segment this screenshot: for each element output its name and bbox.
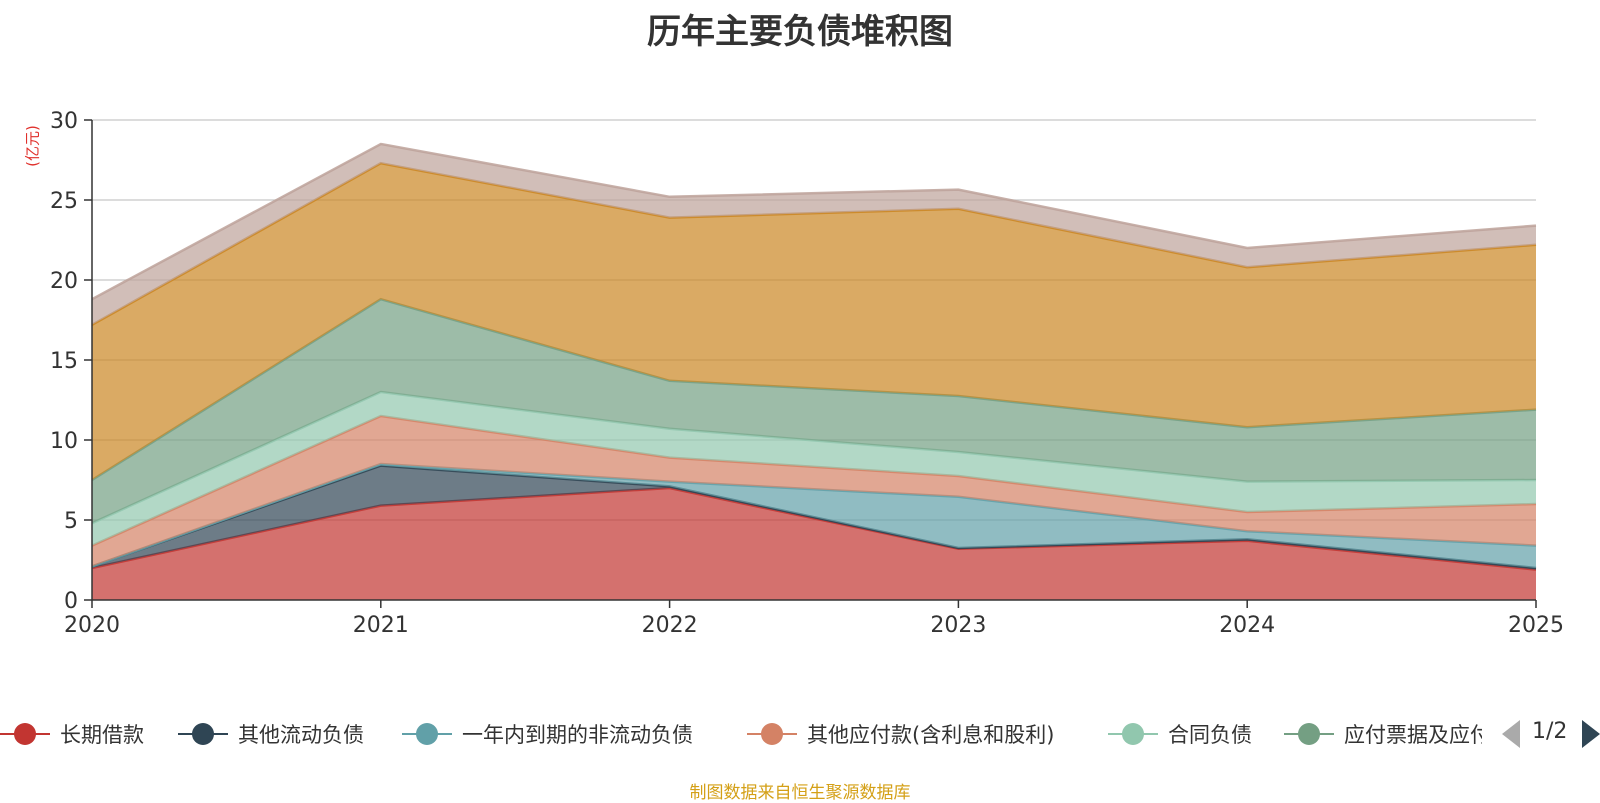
legend-marker-icon: [1284, 721, 1334, 747]
area-series-6: [92, 163, 1536, 480]
legend-marker-icon: [747, 721, 797, 747]
stacked-areas: [91, 142, 1537, 600]
legend-items: 长期借款 其他流动负债 一年内到期的非流动负债 其他应付款(含利息和股利) 合同负债 应付…: [0, 716, 1482, 752]
legend-label: 其他应付款(含利息和股利): [807, 723, 1055, 747]
x-tick-label: 2020: [64, 613, 120, 638]
y-axis-unit-label: (亿元): [23, 125, 42, 167]
legend-item[interactable]: 合同负债: [1108, 716, 1252, 752]
legend-pager: 1/2: [1500, 716, 1600, 752]
legend-item[interactable]: 其他流动负债: [178, 716, 364, 752]
source-note: 制图数据来自恒生聚源数据库: [689, 783, 911, 803]
legend-item[interactable]: 其他应付款(含利息和股利): [747, 716, 1054, 752]
legend: 长期借款 其他流动负债 一年内到期的非流动负债 其他应付款(含利息和股利) 合同负债 应付…: [0, 716, 1600, 752]
y-tick-label: 10: [50, 429, 78, 454]
legend-prev-page-icon[interactable]: [1502, 720, 1520, 748]
legend-next-page-icon[interactable]: [1582, 720, 1600, 748]
legend-item[interactable]: 应付票据及应付账款: [1284, 716, 1482, 752]
y-tick-label: 0: [64, 589, 78, 614]
legend-label: 合同负债: [1168, 723, 1252, 747]
area-series-5: [92, 299, 1536, 524]
y-tick-label: 15: [50, 349, 78, 374]
y-tick-label: 25: [50, 189, 78, 214]
legend-item[interactable]: 长期借款: [0, 716, 144, 752]
legend-label: 长期借款: [60, 723, 144, 747]
legend-label: 其他流动负债: [238, 723, 364, 747]
legend-marker-icon: [1108, 721, 1158, 747]
legend-item[interactable]: 一年内到期的非流动负债: [402, 716, 693, 752]
legend-label: 一年内到期的非流动负债: [462, 723, 693, 747]
x-tick-label: 2023: [930, 613, 986, 638]
y-tick-label: 20: [50, 269, 78, 294]
y-tick-label: 30: [50, 109, 78, 134]
x-tick-label: 2022: [642, 613, 698, 638]
line-series-7: [91, 142, 1537, 301]
y-tick-label: 5: [64, 509, 78, 534]
legend-page-indicator: 1/2: [1532, 719, 1568, 744]
x-tick-label: 2021: [353, 613, 409, 638]
legend-marker-icon: [402, 721, 452, 747]
chart-title: 历年主要负债堆积图: [647, 12, 953, 52]
x-tick-label: 2024: [1219, 613, 1275, 638]
x-tick-label: 2025: [1508, 613, 1564, 638]
area-series-0: [92, 488, 1536, 600]
legend-marker-icon: [0, 721, 50, 747]
area-series-3: [92, 416, 1536, 567]
area-series-2: [92, 464, 1536, 568]
legend-marker-icon: [178, 721, 228, 747]
legend-label: 应付票据及应付账款: [1344, 723, 1482, 747]
